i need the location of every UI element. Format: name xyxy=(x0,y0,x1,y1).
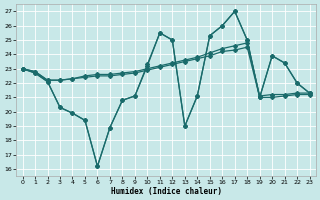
X-axis label: Humidex (Indice chaleur): Humidex (Indice chaleur) xyxy=(111,187,221,196)
